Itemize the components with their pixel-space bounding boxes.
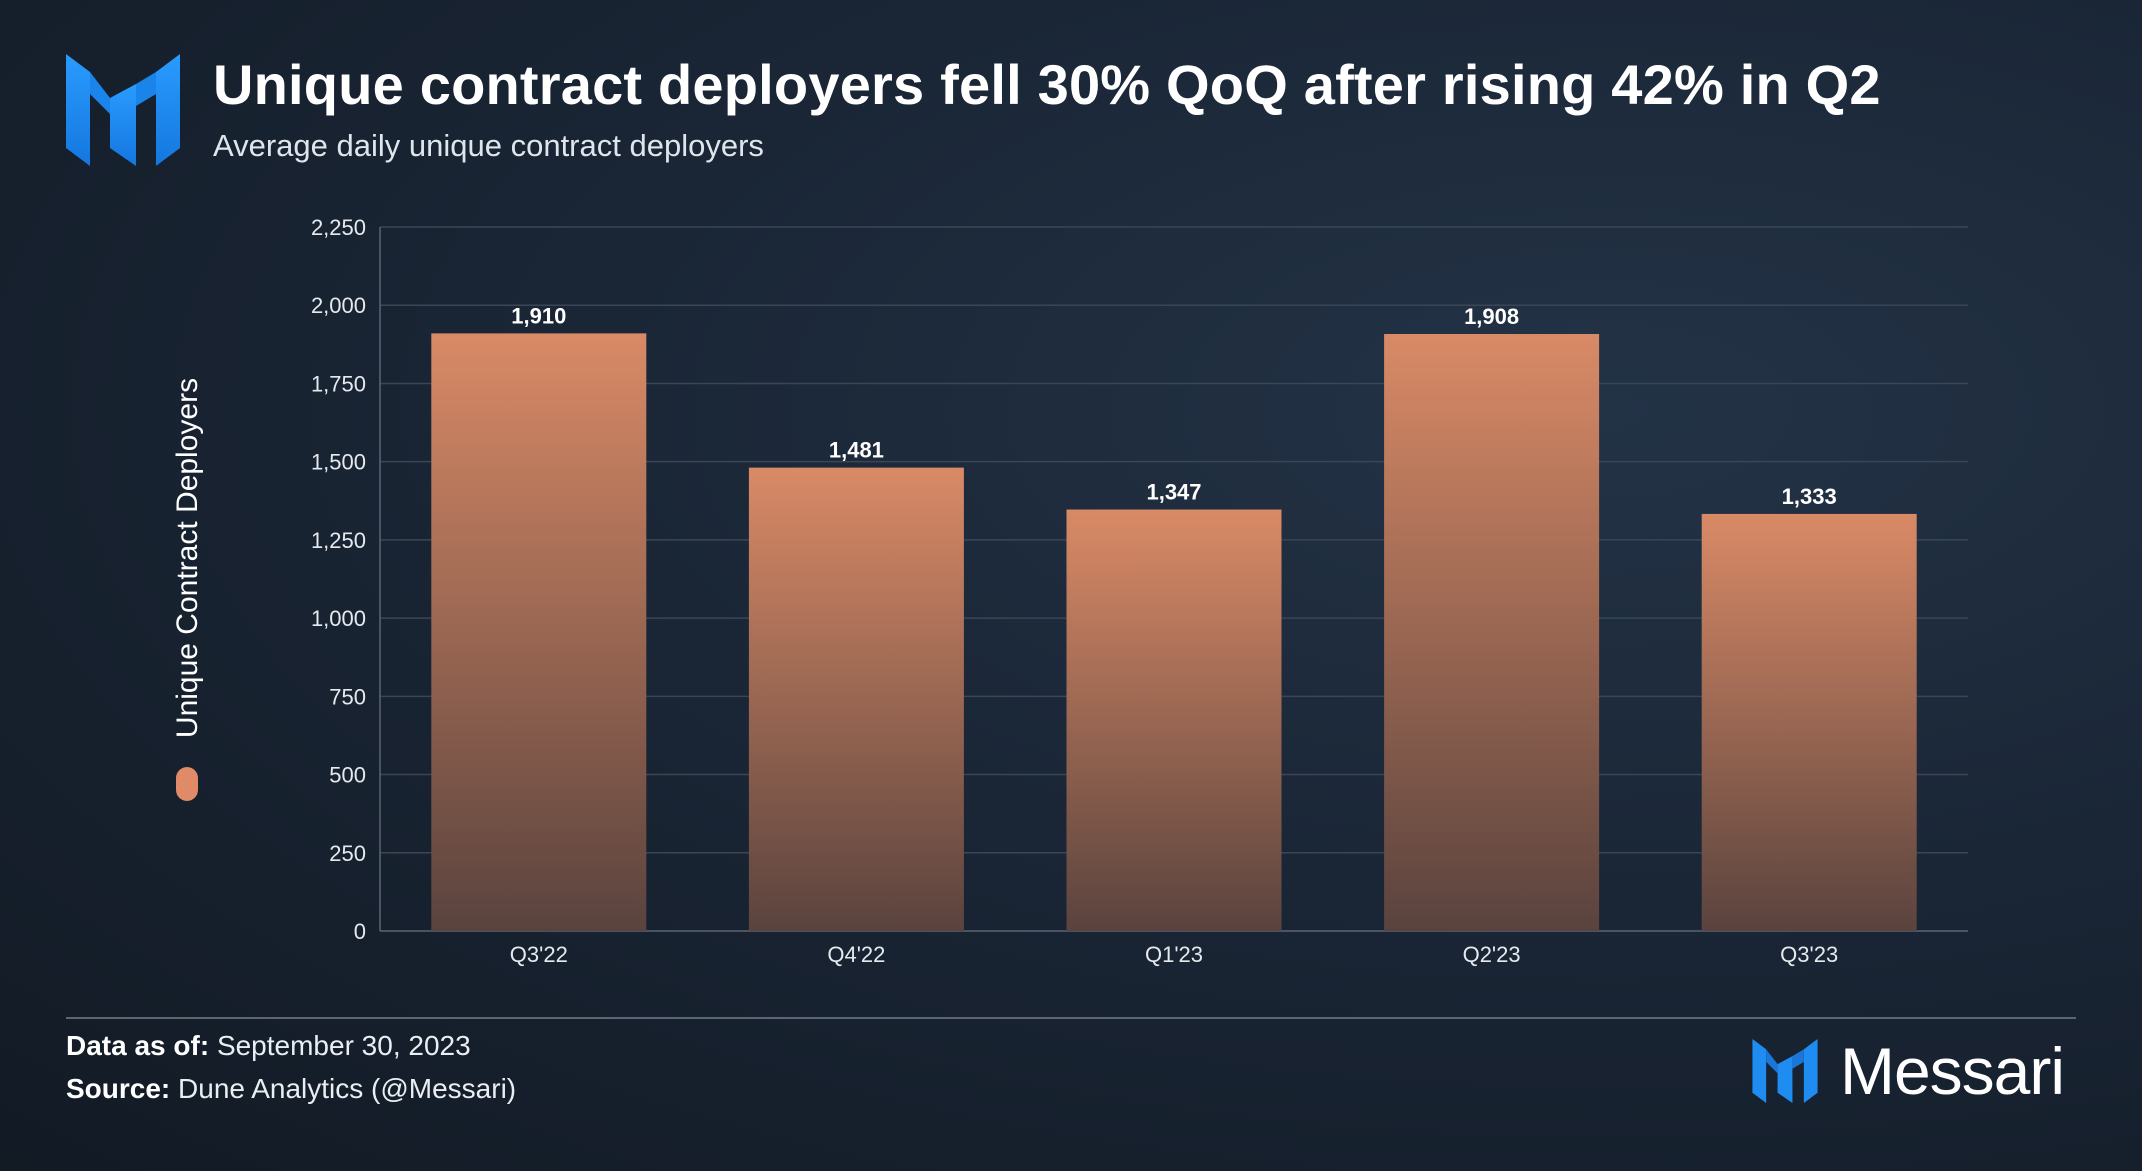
x-tick-label: Q3'23 — [1780, 942, 1838, 967]
footer-divider — [66, 1017, 1076, 1019]
y-tick-label: 2,250 — [311, 215, 366, 240]
chart-title: Unique contract deployers fell 30% QoQ a… — [213, 53, 1881, 116]
y-axis-title: Unique Contract Deployers — [171, 378, 204, 738]
footer-divider-right — [1076, 1017, 2076, 1019]
bars — [431, 333, 1917, 932]
y-tick-label: 250 — [329, 841, 366, 866]
data-as-of: Data as of: September 30, 2023 — [66, 1030, 471, 1062]
y-tick-label: 1,000 — [311, 606, 366, 631]
data-label: 1,481 — [829, 438, 884, 463]
y-axis-legend: Unique Contract Deployers — [171, 378, 204, 801]
bar — [431, 333, 647, 932]
y-tick-label: 750 — [329, 684, 366, 709]
y-tick-label: 500 — [329, 763, 366, 788]
data-as-of-value: September 30, 2023 — [216, 1030, 471, 1061]
source: Source: Dune Analytics (@Messari) — [66, 1073, 516, 1105]
y-tick-label: 1,250 — [311, 528, 366, 553]
legend-swatch — [176, 767, 198, 801]
data-label: 1,908 — [1464, 304, 1519, 329]
y-axis-ticks: 0 250 500 750 1,000 1,250 1,500 1,750 2,000 2,250 — [311, 215, 366, 944]
x-tick-label: Q3'22 — [510, 942, 568, 967]
bar — [748, 467, 964, 931]
data-label: 1,347 — [1146, 480, 1201, 505]
y-tick-label: 0 — [354, 919, 366, 944]
source-label: Source: — [66, 1073, 171, 1104]
messari-logo-icon — [66, 54, 180, 166]
bar — [1384, 334, 1600, 931]
bar — [1701, 513, 1917, 931]
y-tick-label: 2,000 — [311, 293, 366, 318]
x-tick-label: Q1'23 — [1145, 942, 1203, 967]
chart-subtitle: Average daily unique contract deployers — [213, 128, 764, 163]
x-tick-label: Q4'22 — [827, 942, 885, 967]
bar — [1066, 509, 1282, 931]
source-value: Dune Analytics (@Messari) — [178, 1073, 517, 1104]
x-tick-label: Q2'23 — [1463, 942, 1521, 967]
y-tick-label: 1,500 — [311, 450, 366, 475]
brand-logo: Messari — [1752, 1034, 2065, 1108]
y-tick-label: 1,750 — [311, 371, 366, 396]
x-axis-ticks: Q3'22 Q4'22 Q1'23 Q2'23 Q3'23 — [510, 942, 1838, 967]
messari-brand-icon — [1752, 1039, 1818, 1103]
data-labels: 1,910 1,481 1,347 1,908 1,333 — [511, 303, 1836, 509]
data-as-of-label: Data as of: — [66, 1030, 210, 1061]
data-label: 1,333 — [1782, 484, 1837, 509]
data-label: 1,910 — [511, 303, 566, 328]
brand-name: Messari — [1840, 1034, 2065, 1108]
